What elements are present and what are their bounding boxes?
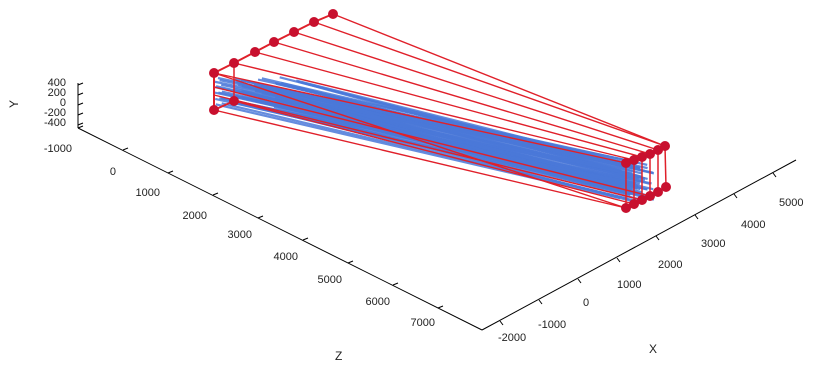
red-frame-line (332, 13, 666, 147)
z-tick-label: 3000 (228, 229, 252, 241)
red-frame-line (213, 72, 627, 164)
red-marker (637, 152, 647, 162)
red-marker (250, 47, 260, 57)
red-frame-line (664, 145, 667, 188)
red-frame-line (293, 31, 659, 151)
red-marker (621, 203, 631, 213)
red-frame-line (213, 109, 627, 209)
z-axis-line (77, 127, 483, 331)
red-frame-line (313, 21, 666, 147)
blue-fill-line (298, 100, 643, 194)
x-tick-label: 3000 (701, 238, 725, 250)
red-marker (653, 187, 663, 197)
x-tick-label: 4000 (741, 219, 765, 231)
x-tick-label: 0 (583, 297, 589, 309)
red-marker (289, 27, 299, 37)
red-marker (309, 17, 319, 27)
red-marker (209, 68, 219, 78)
red-frame-line (273, 41, 651, 155)
y-tick-labels: 400 200 0 -200 -400 (44, 77, 66, 129)
blue-fill-line (295, 103, 642, 201)
blue-line-bundle (213, 76, 655, 203)
red-marker (661, 182, 671, 192)
red-marker (629, 199, 639, 209)
x-ticks (499, 172, 777, 326)
red-marker (209, 105, 219, 115)
blue-fill-line (301, 87, 642, 178)
z-tick-label: 1000 (136, 187, 160, 199)
red-frame-line (233, 100, 635, 205)
red-frame-line (213, 94, 643, 201)
z-tick-label: -1000 (44, 143, 72, 155)
z-tick-label: 6000 (366, 296, 390, 308)
z-tick-labels: -1000 0 1000 2000 3000 4000 5000 6000 70… (44, 143, 435, 329)
red-marker (629, 155, 639, 165)
z-axis-label: Z (335, 349, 342, 363)
z-tick-label: 0 (110, 166, 116, 178)
y-tick-label: -400 (44, 117, 66, 129)
x-tick-label: 2000 (658, 259, 682, 271)
red-marker (645, 191, 655, 201)
x-tick-label: -2000 (498, 332, 526, 344)
z-tick-label: 4000 (274, 251, 298, 263)
red-marker (645, 149, 655, 159)
y-tick-label: -200 (44, 107, 66, 119)
y-tick-label: 400 (48, 77, 66, 89)
red-marker (621, 158, 631, 168)
red-marker (269, 37, 279, 47)
red-marker (229, 96, 239, 106)
x-tick-label: 1000 (617, 279, 641, 291)
x-tick-label: 5000 (779, 197, 803, 209)
z-tick-label: 5000 (318, 274, 342, 286)
x-axis-line (481, 159, 797, 331)
x-tick-label: -1000 (538, 319, 566, 331)
red-frame-line (213, 86, 651, 197)
z-tick-label: 7000 (411, 317, 435, 329)
red-frame-line (213, 72, 627, 209)
y-axis-label: Y (7, 100, 21, 108)
z-ticks (77, 125, 444, 309)
y-ticks (77, 82, 84, 126)
y-tick-label: 0 (60, 97, 66, 109)
red-marker (637, 195, 647, 205)
x-axis-label: X (649, 342, 657, 356)
red-markers (209, 9, 671, 213)
red-marker (660, 141, 670, 151)
red-frame-lines (213, 13, 667, 209)
axes (77, 83, 797, 331)
x-tick-labels: -2000 -1000 0 1000 2000 3000 4000 5000 (498, 197, 803, 344)
red-marker (229, 58, 239, 68)
z-tick-label: 2000 (183, 210, 207, 222)
blue-fill-line (295, 92, 651, 185)
red-frame-line (254, 51, 643, 158)
red-marker (328, 9, 338, 19)
red-frame-line (233, 62, 635, 161)
y-tick-label: 200 (48, 87, 66, 99)
